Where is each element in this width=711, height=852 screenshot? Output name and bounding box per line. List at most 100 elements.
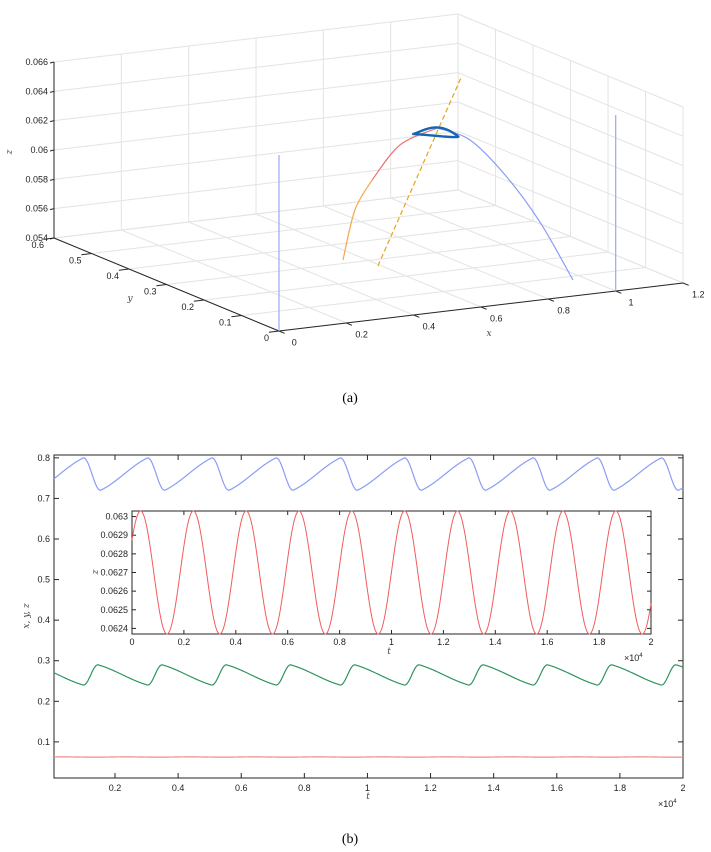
gridline [53,101,459,151]
x-tick [615,290,622,294]
tick-labels-3d: 00.20.40.60.811.200.10.20.30.40.50.60.05… [25,57,704,348]
gridline [457,130,684,225]
x-axis-label: x [486,329,491,339]
inset-x-tick-label: 0 [129,637,134,647]
inset-y-tick-label: 0.0629 [100,530,128,540]
inset-y-tick-label: 0.0626 [100,586,128,596]
inset-y-tick-label: 0.0624 [100,623,128,633]
gridline [53,189,459,239]
y-tick-label: 0.8 [37,453,50,463]
gridline [457,72,684,167]
z-tick [49,208,55,211]
y-tick-label: 0.5 [69,256,82,266]
y-tick [193,299,205,302]
x-tick-label: 0.4 [423,322,436,332]
x-tick [682,282,689,286]
x-tick-label: 1.2 [692,290,705,300]
y-tick-label: 0.2 [181,302,194,312]
x-tick-label: 0.2 [109,783,122,793]
gridline [457,42,684,137]
inset-x-tick-label: 1 [389,637,394,647]
branch-orange [342,179,373,261]
x-tick-label: 0.2 [355,330,368,340]
z-tick [49,178,55,181]
x-tick [278,330,285,334]
gridline [53,42,459,92]
x-tick-label: 0 [292,338,297,348]
z-axis-label: z [5,149,15,155]
panel-a-caption: (a) [342,391,358,406]
z-tick-label: 0.064 [25,86,48,96]
z-tick [49,237,55,240]
gridline [166,236,571,285]
gridline [53,130,459,180]
inset-x-tick-label: 2 [648,637,653,647]
inset-series-z-line [131,510,652,635]
x-tick [346,322,353,326]
y-tick [156,284,167,287]
panel-b-time-series: 0.2 0.4 0.6 0.8 1 1.2 1.4 1.6 1.8 2 0.1 0.2 0.3 0.4 0.… [22,453,686,847]
gridline [53,13,459,63]
gridline [457,101,684,196]
inset-y-tick-label: 0.0625 [100,605,128,615]
x-tick-label: 1 [628,298,633,308]
gridline [457,13,684,108]
y-tick [81,253,92,256]
series-3d [278,77,617,331]
z-tick [49,149,55,152]
series-lines [53,457,684,758]
z-tick-label: 0.06 [30,145,48,155]
y-tick-label: 0.3 [144,287,157,297]
y-tick [231,315,242,318]
inset-y-axis-label: z [91,569,101,575]
z-tick [49,120,55,123]
y-tick-label: 0.7 [37,493,50,503]
inset-y-tick-label: 0.063 [105,512,128,522]
x-axis-label: t [366,792,370,802]
x-tick-label: 0.6 [235,783,248,793]
gridline [203,251,609,301]
z-tick-label: 0.066 [25,57,48,67]
grid-3d [53,13,684,332]
gridline [53,72,459,122]
x-tick-label: 0.4 [172,783,185,793]
panel-b-caption: (b) [342,832,359,847]
inset-x-tick-label: 0.2 [178,637,191,647]
inset-x-tick-label: 1.4 [489,637,502,647]
inset-x-tick-label: 0.4 [230,637,243,647]
y-tick-label: 0.2 [37,696,50,706]
gridline [91,205,496,254]
gridline [457,160,684,255]
x-tick-label: 0.6 [490,314,503,324]
x-tick-label: 0.8 [557,306,570,316]
z-tick [49,90,55,93]
inset-x-axis-label: t [387,647,391,657]
z-tick-label: 0.062 [25,116,48,126]
dashed-line [377,77,462,267]
inset-x-tick-label: 1.8 [593,637,606,647]
x-exponent: ×104 [658,799,677,809]
y-tick-label: 0.3 [37,656,50,666]
y-tick [118,268,130,271]
inset-x-tick-label: 1.6 [541,637,554,647]
z-tick-label: 0.058 [25,174,48,184]
panel-a-3d-plot: 00.20.40.60.811.200.10.20.30.40.50.60.05… [5,13,705,406]
branch-blue [437,127,574,281]
series-x-line [53,457,684,491]
x-tick-label: 2 [680,783,685,793]
inset-axis-ticks: 0 0.2 0.4 0.6 0.8 1 1.2 1.4 1.6 1.8 2 0.0624 0.0625 0… [100,511,654,647]
y-tick-label: 0.5 [37,575,50,585]
y-tick-label: 0.4 [106,271,119,281]
inset-y-tick-label: 0.0628 [100,549,128,559]
limit-cycle [412,126,460,139]
y-axis-label: y [126,294,133,304]
gridline [241,267,646,316]
x-tick [413,314,420,318]
x-tick-label: 0.8 [298,783,311,793]
y-tick-label: 0.1 [37,737,50,747]
inset-y-tick-label: 0.0627 [100,568,128,578]
inset-x-exponent: ×104 [624,653,643,663]
x-tick-label: 1.4 [487,783,500,793]
inset-x-tick-label: 0.8 [333,637,346,647]
